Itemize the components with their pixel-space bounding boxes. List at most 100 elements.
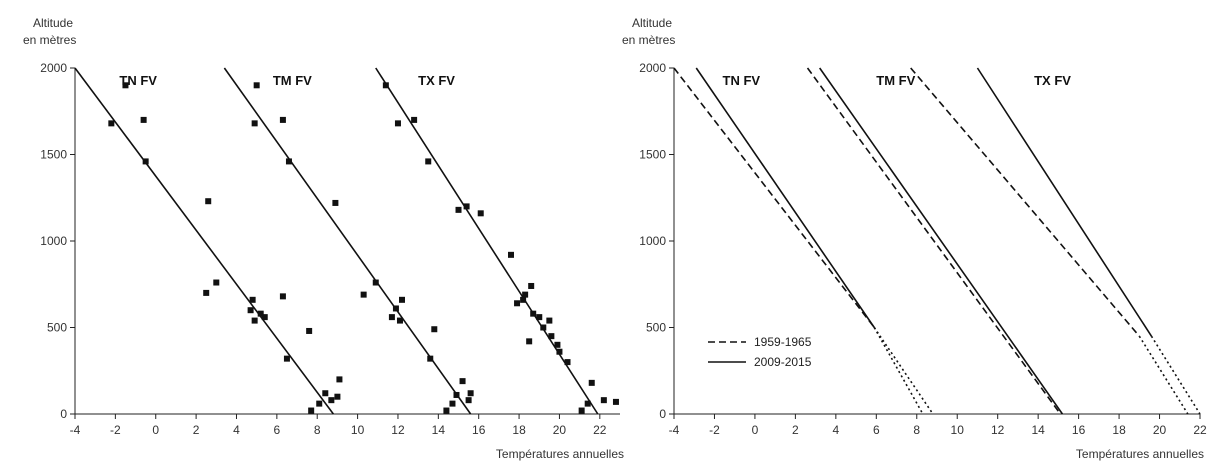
data-point	[459, 378, 466, 385]
x-tick-label: 6	[873, 423, 880, 437]
data-point	[306, 327, 313, 334]
y-tick-label: 2000	[639, 61, 666, 75]
series-line	[806, 67, 1062, 415]
x-tick-label: 22	[593, 423, 607, 437]
data-point	[142, 158, 149, 165]
data-point	[392, 305, 399, 312]
x-tick-label: 18	[1112, 423, 1126, 437]
x-axis-title: Températures annuelles	[496, 447, 624, 461]
y-tick-label: 1500	[40, 148, 67, 162]
data-point	[449, 400, 456, 407]
data-point	[394, 120, 401, 127]
x-tick-label: -2	[709, 423, 720, 437]
series-group-label: TN FV	[723, 73, 761, 88]
data-point	[520, 296, 527, 303]
series-line	[976, 67, 1153, 337]
data-point	[251, 317, 258, 324]
legend-label: 2009-2015	[754, 355, 812, 369]
data-point	[455, 206, 462, 213]
y-tick-label: 1000	[40, 234, 67, 248]
data-point	[108, 120, 115, 127]
x-tick-label: 12	[991, 423, 1005, 437]
x-tick-label: 8	[913, 423, 920, 437]
data-point	[431, 326, 438, 333]
regression-line	[223, 67, 472, 415]
series-line	[673, 67, 875, 328]
data-point	[399, 296, 405, 303]
data-point	[522, 291, 529, 298]
data-point	[261, 314, 268, 321]
series-group-label: TX FV	[418, 73, 455, 88]
x-tick-label: 16	[1072, 423, 1086, 437]
series-line-extension	[1138, 335, 1189, 415]
data-point	[508, 251, 514, 258]
data-point	[427, 355, 434, 362]
series-line	[695, 67, 875, 328]
left-scatter-panel: 0 500 1000 1500 2000 -4 -2 0 2 4 6 8 10 12 14 16 18 20 22 A…	[23, 16, 624, 461]
data-point	[514, 300, 521, 307]
x-tick-label: -4	[669, 423, 680, 437]
y-tick-label: 1500	[639, 148, 666, 162]
x-tick-label: 12	[391, 423, 405, 437]
x-axis-title: Températures annuelles	[1076, 447, 1204, 461]
data-point	[336, 376, 343, 383]
y-tick-label: 0	[60, 407, 67, 421]
data-point	[536, 314, 543, 321]
y-tick-label: 500	[47, 321, 67, 335]
x-tick-label: 20	[553, 423, 567, 437]
x-tick-label: 4	[233, 423, 240, 437]
data-point	[548, 333, 555, 340]
y-tick-label: 1000	[639, 234, 666, 248]
data-point	[334, 393, 341, 400]
data-point	[253, 82, 260, 89]
series-line-extension	[873, 327, 924, 415]
data-point	[283, 355, 290, 362]
data-point	[540, 324, 547, 331]
data-point	[316, 400, 323, 407]
x-tick-label: 6	[274, 423, 281, 437]
data-point	[453, 391, 460, 398]
regression-line	[74, 67, 335, 415]
data-point	[564, 359, 571, 366]
data-point	[382, 82, 389, 89]
data-point	[388, 314, 395, 321]
x-tick-label: 2	[193, 423, 200, 437]
data-point	[411, 116, 418, 123]
y-axis-title-line2: en mètres	[622, 33, 675, 47]
data-point	[477, 210, 484, 217]
data-point	[205, 198, 212, 205]
data-point	[530, 310, 537, 317]
data-point	[588, 379, 595, 386]
data-point	[360, 291, 367, 298]
data-point	[372, 279, 379, 286]
data-point	[249, 296, 256, 303]
x-tick-label: 14	[1031, 423, 1045, 437]
series-group-label: TM FV	[876, 73, 915, 88]
y-axis-title-line1: Altitude	[33, 16, 73, 30]
data-point	[140, 116, 147, 123]
data-point	[203, 289, 210, 296]
x-tick-label: 0	[752, 423, 759, 437]
data-point	[425, 158, 432, 165]
data-point	[584, 400, 591, 407]
data-point	[600, 397, 607, 404]
x-tick-label: 10	[951, 423, 965, 437]
data-point	[279, 116, 286, 123]
data-point	[122, 82, 129, 89]
x-tick-label: 14	[432, 423, 446, 437]
x-tick-label: 10	[351, 423, 365, 437]
x-tick-label: 0	[152, 423, 159, 437]
series-line-extension	[1150, 335, 1201, 415]
x-tick-label: 4	[833, 423, 840, 437]
data-point	[578, 407, 585, 414]
data-point	[612, 398, 619, 405]
series-group-label: TN FV	[119, 73, 157, 88]
legend-label: 1959-1965	[754, 335, 812, 349]
series-line	[819, 67, 1064, 415]
data-point	[308, 407, 315, 414]
y-axis-title-line2: en mètres	[23, 33, 76, 47]
regression-line	[375, 67, 599, 415]
data-point	[467, 390, 474, 397]
data-point	[528, 282, 535, 289]
